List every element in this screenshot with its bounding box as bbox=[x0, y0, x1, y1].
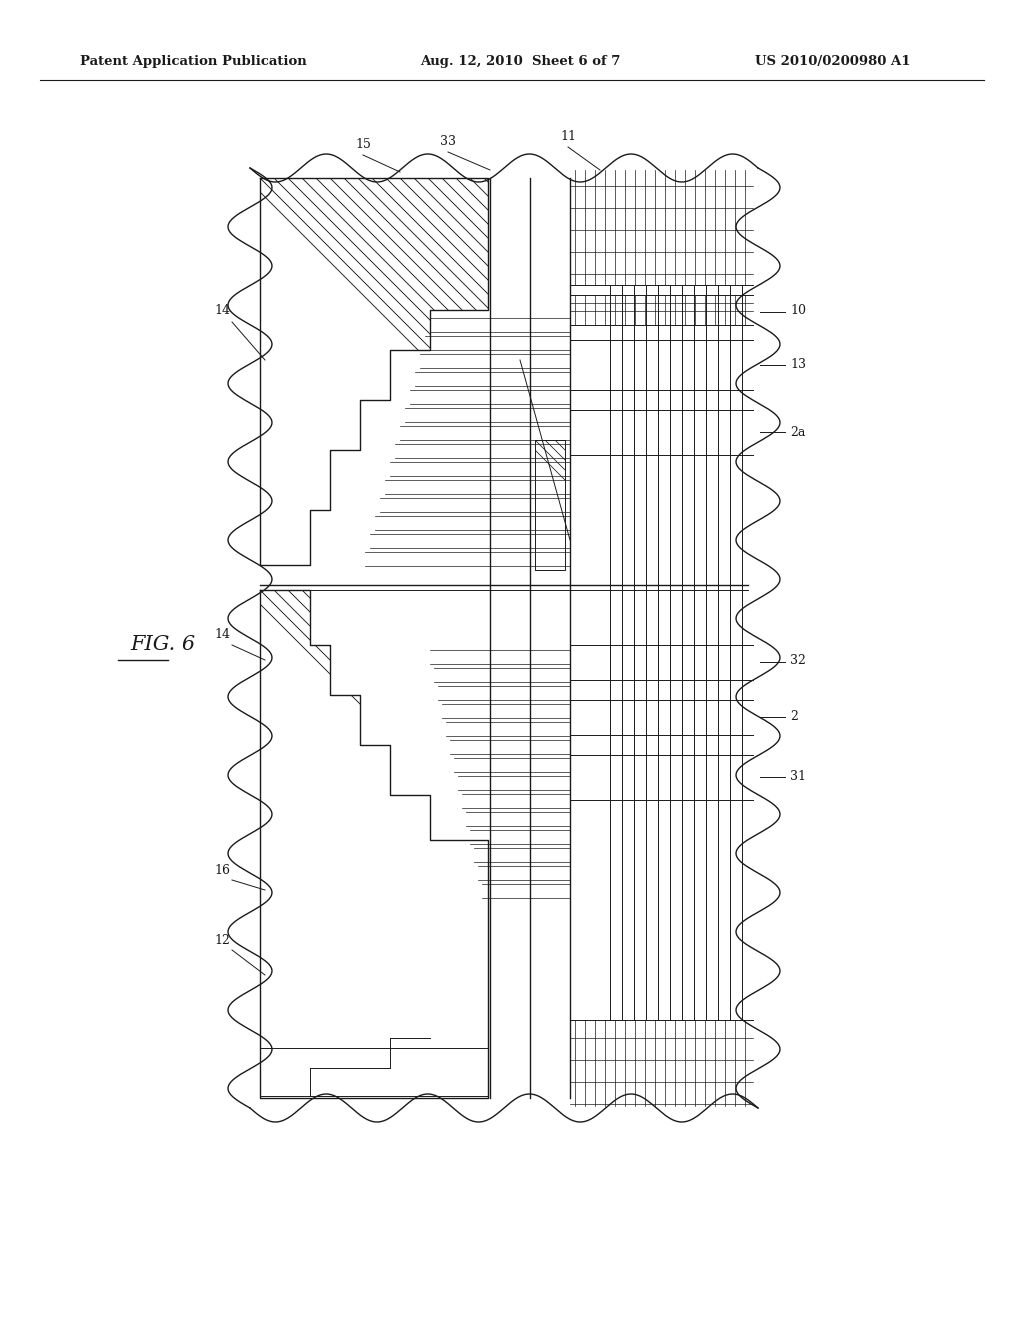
Text: Patent Application Publication: Patent Application Publication bbox=[80, 55, 307, 69]
Text: 15: 15 bbox=[355, 139, 371, 150]
Text: US 2010/0200980 A1: US 2010/0200980 A1 bbox=[755, 55, 910, 69]
Text: 11: 11 bbox=[560, 129, 575, 143]
Text: Aug. 12, 2010  Sheet 6 of 7: Aug. 12, 2010 Sheet 6 of 7 bbox=[420, 55, 621, 69]
Text: 12: 12 bbox=[214, 933, 230, 946]
Text: 2: 2 bbox=[790, 710, 798, 723]
Text: FIG. 6: FIG. 6 bbox=[130, 635, 196, 655]
Text: 14: 14 bbox=[214, 628, 230, 642]
Text: 13: 13 bbox=[790, 359, 806, 371]
Text: 16: 16 bbox=[214, 863, 230, 876]
Text: 32: 32 bbox=[790, 653, 806, 667]
Text: 10: 10 bbox=[790, 304, 806, 317]
Text: 31: 31 bbox=[790, 771, 806, 784]
Text: 14: 14 bbox=[214, 304, 230, 317]
Text: 33: 33 bbox=[440, 135, 456, 148]
Text: 2a: 2a bbox=[790, 425, 805, 438]
